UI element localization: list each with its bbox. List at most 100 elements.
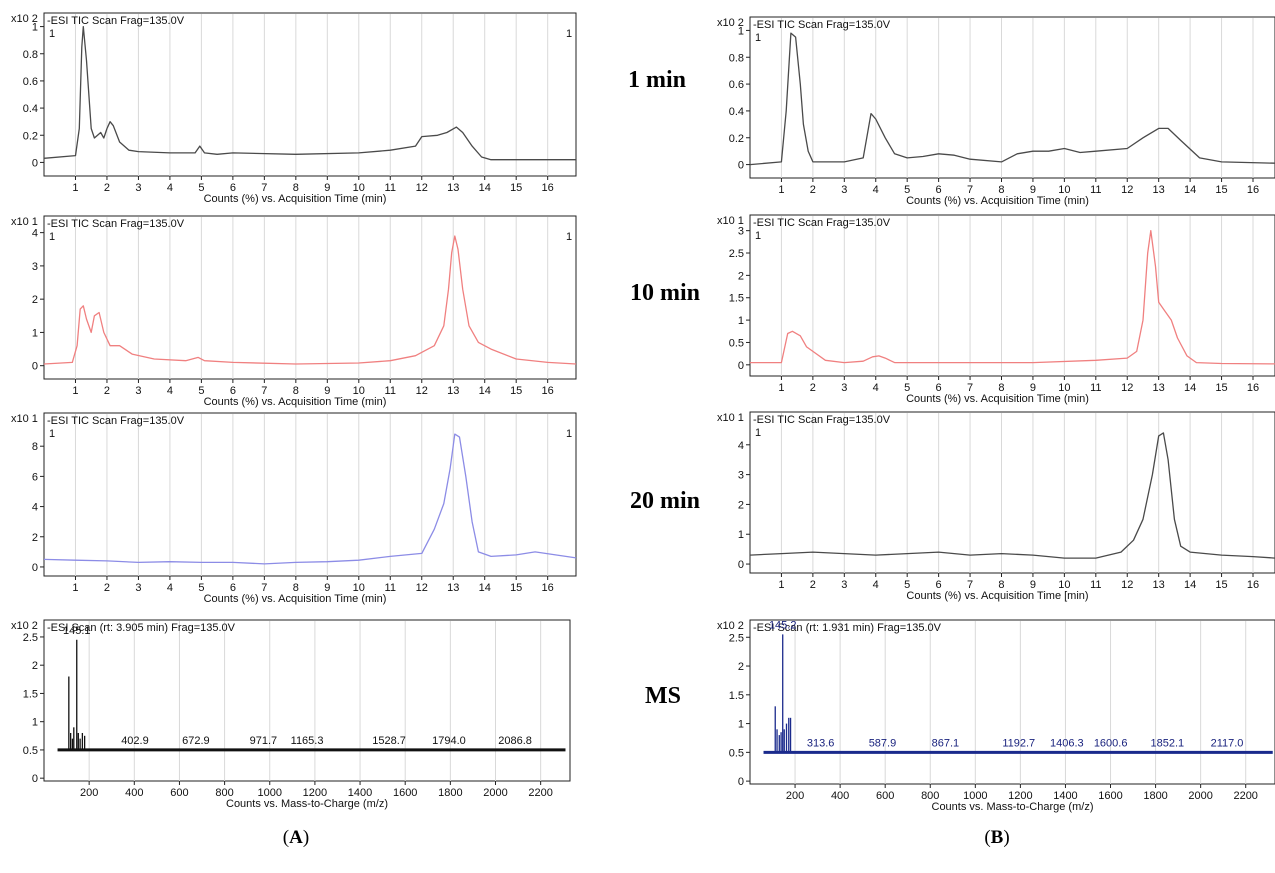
peak-label: 1794.0 — [432, 735, 466, 747]
x-axis-label: Counts (%) vs. Acquisition Time [min) — [906, 590, 1088, 602]
exponent-label: x10 1 — [717, 215, 744, 227]
column-label-a-letter: A — [289, 827, 303, 848]
x-tick-label: 13 — [1153, 579, 1165, 591]
y-tick-label: 2 — [738, 661, 744, 673]
column-label-a: (A) — [283, 827, 309, 848]
x-tick-label: 8 — [998, 579, 1004, 591]
peak-label: 145.1 — [63, 625, 91, 637]
x-tick-label: 1800 — [438, 787, 462, 799]
chart-panels: 00.20.40.60.811 2 3 4 5 6 7 8 9 10 11 12 13 14 15 16Cou… — [11, 12, 1275, 813]
x-tick-label: 2200 — [1233, 790, 1257, 802]
x-tick-label: 16 — [1247, 579, 1259, 591]
y-tick-label: 8 — [32, 441, 38, 453]
y-tick-label: 1 — [738, 529, 744, 541]
x-tick-label: 7 — [967, 579, 973, 591]
x-tick-label: 4 — [873, 184, 879, 196]
y-tick-label: 6 — [32, 471, 38, 483]
time-label-1min: 1 min — [628, 67, 686, 93]
y-tick-label: 1.5 — [729, 690, 744, 702]
x-tick-label: 6 — [936, 579, 942, 591]
time-label-10min: 10 min — [630, 280, 700, 306]
series-line — [43, 235, 577, 365]
peak-label: 1165.3 — [291, 735, 324, 747]
x-tick-label: 6 — [936, 382, 942, 394]
x-tick-label: 11 — [385, 182, 396, 194]
x-tick-label: 16 — [542, 182, 554, 194]
time-label-ms: MS — [645, 683, 681, 709]
x-tick-label: 15 — [510, 182, 522, 194]
x-tick-label: 4 — [167, 582, 173, 594]
x-tick-label: 14 — [1184, 184, 1196, 196]
y-tick-label: 0.6 — [729, 79, 744, 91]
x-tick-label: 10 — [353, 582, 365, 594]
x-tick-label: 4 — [167, 385, 173, 397]
peak-label: 1600.6 — [1094, 737, 1128, 749]
x-tick-label: 11 — [1090, 579, 1101, 591]
series-line — [750, 230, 1275, 365]
x-tick-label: 14 — [479, 582, 491, 594]
y-tick-label: 1.5 — [23, 688, 38, 700]
y-tick-label: 3 — [738, 470, 744, 482]
x-tick-label: 13 — [1153, 382, 1165, 394]
y-tick-label: 1 — [738, 315, 744, 327]
marker-left: 1 — [49, 28, 55, 40]
x-tick-label: 1 — [72, 182, 78, 194]
x-tick-label: 1 — [778, 579, 784, 591]
chart-title: -ESI TIC Scan Frag=135.0V — [47, 15, 185, 27]
x-tick-label: 15 — [1215, 382, 1227, 394]
x-tick-label: 400 — [125, 787, 143, 799]
y-tick-label: 0 — [738, 559, 744, 571]
x-tick-label: 8 — [998, 382, 1004, 394]
series-line — [749, 432, 1275, 559]
x-tick-label: 10 — [353, 182, 365, 194]
x-tick-label: 2 — [104, 385, 110, 397]
y-tick-label: 0.8 — [729, 52, 744, 64]
chart-panel-a-ms: 0 0.5 1 1.5 2 2.5 200 400 600 800 1000 1200 1400 1600… — [11, 619, 571, 810]
y-tick-label: 0.8 — [23, 49, 38, 61]
x-tick-label: 3 — [135, 582, 141, 594]
plot-frame — [749, 16, 1275, 179]
chart-panel-b-10min: 00.511.522.531 2 3 4 5 6 7 8 9 10 11 12 13 14 15 16Coun… — [717, 214, 1275, 405]
x-tick-label: 14 — [479, 182, 491, 194]
peak-label: 145.2 — [769, 619, 797, 631]
x-tick-label: 3 — [841, 184, 847, 196]
plot-frame — [749, 214, 1275, 377]
x-tick-label: 15 — [510, 385, 522, 397]
x-tick-label: 200 — [80, 787, 98, 799]
x-axis-label: Counts (%) vs. Acquisition Time (min) — [204, 593, 387, 605]
x-tick-label: 8 — [293, 182, 299, 194]
x-tick-label: 3 — [135, 182, 141, 194]
x-tick-label: 16 — [542, 582, 554, 594]
x-tick-label: 3 — [841, 382, 847, 394]
marker-left: 1 — [755, 32, 761, 44]
x-tick-label: 1000 — [963, 790, 987, 802]
x-tick-label: 4 — [167, 182, 173, 194]
x-tick-label: 15 — [1215, 184, 1227, 196]
x-tick-label: 9 — [324, 182, 330, 194]
x-tick-label: 12 — [1121, 184, 1133, 196]
x-tick-label: 12 — [1121, 579, 1133, 591]
x-tick-label: 7 — [261, 182, 267, 194]
peak-label: 867.1 — [932, 737, 960, 749]
x-tick-label: 11 — [385, 385, 396, 397]
y-tick-label: 0.5 — [729, 747, 744, 759]
peak-label: 587.9 — [869, 737, 897, 749]
x-tick-label: 13 — [447, 582, 459, 594]
marker-right: 1 — [566, 428, 572, 440]
marker-left: 1 — [49, 428, 55, 440]
x-axis-label: Counts vs. Mass-to-Charge (m/z) — [226, 798, 388, 810]
x-tick-label: 12 — [416, 385, 428, 397]
x-axis-label: Counts (%) vs. Acquisition Time (min) — [906, 393, 1089, 405]
y-tick-label: 0 — [738, 160, 744, 172]
y-tick-label: 0 — [32, 773, 38, 785]
x-tick-label: 1000 — [258, 787, 282, 799]
peak-label: 1852.1 — [1150, 737, 1184, 749]
x-axis-label: Counts vs. Mass-to-Charge (m/z) — [932, 801, 1094, 813]
x-tick-label: 6 — [936, 184, 942, 196]
series-line — [43, 25, 576, 161]
y-tick-label: 1 — [738, 25, 744, 37]
